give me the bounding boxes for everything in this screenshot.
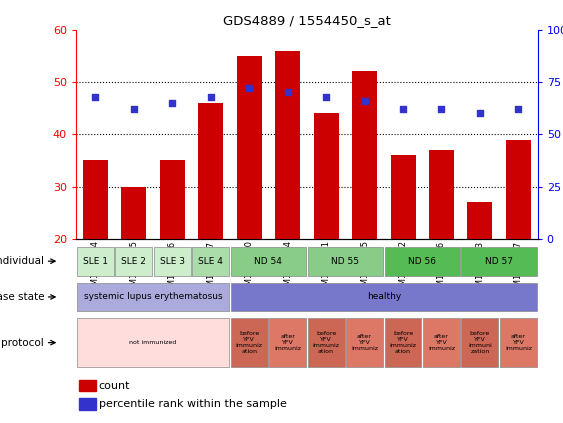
Text: disease state: disease state (0, 292, 44, 302)
Text: after
YFV
immuniz: after YFV immuniz (274, 334, 301, 351)
Text: before
YFV
immuni
zation: before YFV immuni zation (468, 332, 492, 354)
Bar (198, 103, 223, 344)
Text: individual: individual (0, 256, 44, 266)
Bar (83, 160, 108, 344)
Text: before
YFV
immuniz
ation: before YFV immuniz ation (390, 332, 417, 354)
Point (283, 89, 292, 96)
Bar (231, 247, 306, 276)
Point (437, 106, 446, 113)
Point (129, 106, 138, 113)
Title: GDS4889 / 1554450_s_at: GDS4889 / 1554450_s_at (223, 14, 391, 27)
Bar (77, 318, 229, 367)
Bar (423, 318, 460, 367)
Bar (115, 247, 152, 276)
Bar (236, 56, 262, 344)
Point (475, 110, 484, 117)
Bar (154, 247, 191, 276)
Bar (385, 318, 422, 367)
Text: SLE 4: SLE 4 (198, 257, 223, 266)
Point (168, 99, 177, 106)
Text: ND 56: ND 56 (408, 257, 436, 266)
Bar (462, 318, 498, 367)
Point (321, 93, 330, 100)
Bar (314, 113, 338, 344)
Bar (231, 283, 537, 311)
Text: after
YFV
immuniz: after YFV immuniz (428, 334, 455, 351)
Bar (346, 318, 383, 367)
Bar (385, 247, 460, 276)
Bar (269, 318, 306, 367)
Bar (275, 51, 300, 344)
Bar (77, 283, 229, 311)
Text: ND 55: ND 55 (331, 257, 359, 266)
Bar (467, 202, 493, 344)
Bar (307, 318, 345, 367)
Text: before
YFV
immuniz
ation: before YFV immuniz ation (312, 332, 339, 354)
Bar (231, 318, 267, 367)
Point (360, 97, 369, 104)
Text: SLE 3: SLE 3 (160, 257, 185, 266)
Text: percentile rank within the sample: percentile rank within the sample (99, 399, 287, 409)
Text: systemic lupus erythematosus: systemic lupus erythematosus (84, 292, 222, 302)
Text: after
YFV
immuniz: after YFV immuniz (505, 334, 532, 351)
Text: not immunized: not immunized (129, 340, 177, 345)
Point (206, 93, 215, 100)
Text: before
YFV
immuniz
ation: before YFV immuniz ation (236, 332, 262, 354)
Bar (506, 140, 531, 344)
Text: ND 54: ND 54 (254, 257, 282, 266)
Bar (79, 380, 96, 391)
Bar (121, 187, 146, 344)
Text: after
YFV
immuniz: after YFV immuniz (351, 334, 378, 351)
Bar (462, 247, 537, 276)
Point (91, 93, 100, 100)
Bar (192, 247, 229, 276)
Bar (352, 71, 377, 344)
Text: SLE 1: SLE 1 (83, 257, 108, 266)
Point (244, 85, 253, 92)
Bar (307, 247, 383, 276)
Bar (429, 150, 454, 344)
Text: count: count (99, 381, 130, 390)
Bar (391, 155, 415, 344)
Text: healthy: healthy (367, 292, 401, 302)
Bar (79, 398, 96, 410)
Bar (77, 247, 114, 276)
Text: protocol: protocol (1, 338, 44, 348)
Point (399, 106, 408, 113)
Bar (160, 160, 185, 344)
Text: SLE 2: SLE 2 (121, 257, 146, 266)
Point (514, 106, 523, 113)
Bar (500, 318, 537, 367)
Text: ND 57: ND 57 (485, 257, 513, 266)
